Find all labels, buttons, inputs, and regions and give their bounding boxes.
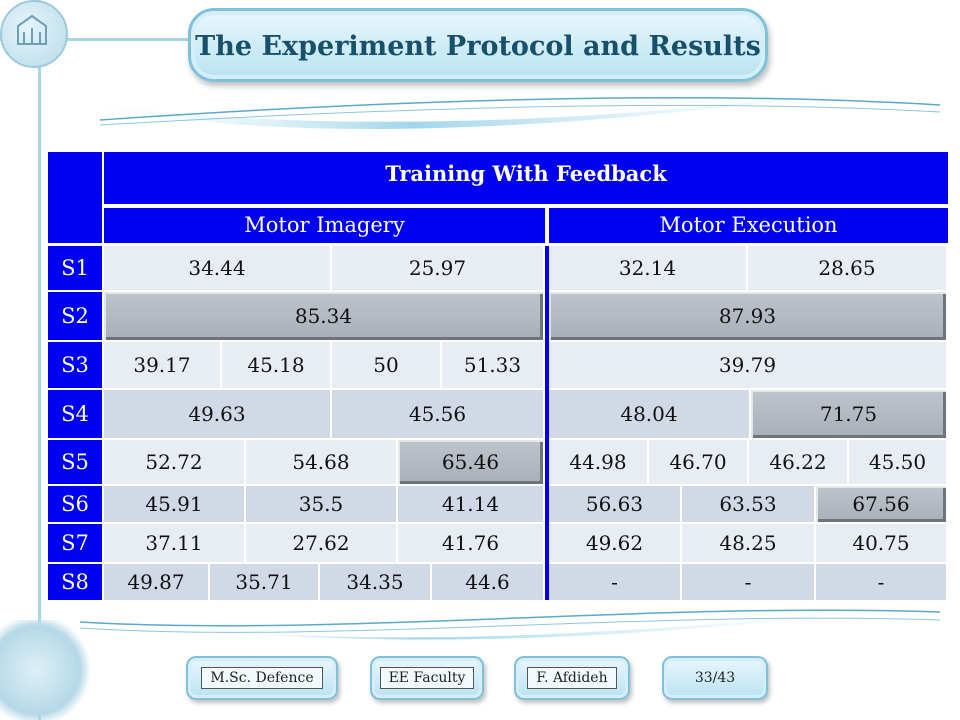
- table-cell: 49.62: [549, 524, 682, 562]
- row-label: S4: [48, 390, 102, 438]
- university-logo-icon: [0, 0, 68, 68]
- table-cell: 27.62: [246, 524, 398, 562]
- table-cell: 40.75: [816, 524, 948, 562]
- footer-author-box: F. Afdideh: [514, 656, 630, 700]
- table-cell: 49.63: [104, 390, 332, 438]
- bottom-swoosh-decoration: [60, 602, 941, 640]
- row-label: S3: [48, 342, 102, 388]
- table-cell: -: [816, 564, 948, 600]
- table-cell-highlighted: 65.46: [398, 440, 545, 484]
- footer-defence-label: M.Sc. Defence: [201, 667, 323, 689]
- table-cell: 25.97: [332, 246, 545, 290]
- table-cell: 32.14: [549, 246, 748, 290]
- row-label: S6: [48, 486, 102, 522]
- table-cell: -: [549, 564, 682, 600]
- table-cell: 48.25: [682, 524, 816, 562]
- table-row-s6: S6 45.91 35.5 41.14 56.63 63.53 67.56: [48, 486, 948, 522]
- row-label: S1: [48, 246, 102, 290]
- table-cell: 56.63: [549, 486, 682, 522]
- slide-title-box: The Experiment Protocol and Results: [188, 8, 768, 82]
- group-header-motor-execution: Motor Execution: [549, 208, 948, 243]
- footer-author-label: F. Afdideh: [527, 667, 617, 689]
- brain-icon: [0, 620, 90, 720]
- table-cell: 39.79: [549, 342, 948, 388]
- table-row-s1: S1 34.44 25.97 32.14 28.65: [48, 246, 948, 290]
- table-cell: 39.17: [104, 342, 222, 388]
- group-divider: [545, 246, 549, 600]
- table-cell: 45.56: [332, 390, 545, 438]
- table-cell: 44.6: [432, 564, 545, 600]
- frame-horizontal-line: [0, 38, 190, 41]
- page-number: 33/43: [694, 670, 736, 686]
- table-cell: 35.5: [246, 486, 398, 522]
- table-cell: 63.53: [682, 486, 816, 522]
- table-row-s7: S7 37.11 27.62 41.76 49.62 48.25 40.75: [48, 524, 948, 562]
- table-cell: 46.70: [649, 440, 749, 484]
- table-cell: 35.71: [210, 564, 320, 600]
- footer-defence-box: M.Sc. Defence: [186, 656, 338, 700]
- table-row-s4: S4 49.63 45.56 48.04 71.75: [48, 390, 948, 438]
- table-cell: 46.22: [749, 440, 849, 484]
- top-swoosh-decoration: [60, 80, 941, 129]
- table-cell: 34.35: [320, 564, 432, 600]
- table-cell: 52.72: [104, 440, 246, 484]
- table-row-s5: S5 52.72 54.68 65.46 44.98 46.70 46.22 4…: [48, 440, 948, 484]
- table-cell-highlighted: 67.56: [816, 486, 948, 522]
- table-cell-highlighted: 85.34: [104, 292, 545, 340]
- table-cell: 41.14: [398, 486, 545, 522]
- group-header-motor-imagery: Motor Imagery: [104, 208, 545, 243]
- table-cell: 37.11: [104, 524, 246, 562]
- table-cell: 49.87: [104, 564, 210, 600]
- table-row-s3: S3 39.17 45.18 50 51.33 39.79: [48, 342, 948, 388]
- table-cell-highlighted: 87.93: [549, 292, 948, 340]
- table-header-training-feedback: Training With Feedback: [104, 152, 948, 204]
- table-cell: -: [682, 564, 816, 600]
- table-cell: 51.33: [442, 342, 545, 388]
- table-cell: 50: [332, 342, 442, 388]
- table-cell: 41.76: [398, 524, 545, 562]
- table-cell: 45.50: [849, 440, 948, 484]
- table-cell: 45.91: [104, 486, 246, 522]
- table-row-s2: S2 85.34 87.93: [48, 292, 948, 340]
- footer-faculty-box: EE Faculty: [370, 656, 484, 700]
- table-cell: 34.44: [104, 246, 332, 290]
- slide-title: The Experiment Protocol and Results: [195, 31, 761, 62]
- footer-page-box: 33/43: [662, 656, 768, 700]
- frame-vertical-line: [38, 0, 41, 720]
- row-label: S8: [48, 564, 102, 600]
- table-cell: 28.65: [748, 246, 948, 290]
- table-cell: 44.98: [549, 440, 649, 484]
- table-cell: 45.18: [222, 342, 332, 388]
- row-label: S2: [48, 292, 102, 340]
- row-label: S5: [48, 440, 102, 484]
- table-cell: 54.68: [246, 440, 398, 484]
- table-cell-highlighted: 71.75: [751, 390, 948, 438]
- header-corner: [48, 152, 102, 243]
- row-label: S7: [48, 524, 102, 562]
- table-cell: 48.04: [549, 390, 751, 438]
- footer-faculty-label: EE Faculty: [379, 667, 475, 689]
- table-row-s8: S8 49.87 35.71 34.35 44.6 - - -: [48, 564, 948, 600]
